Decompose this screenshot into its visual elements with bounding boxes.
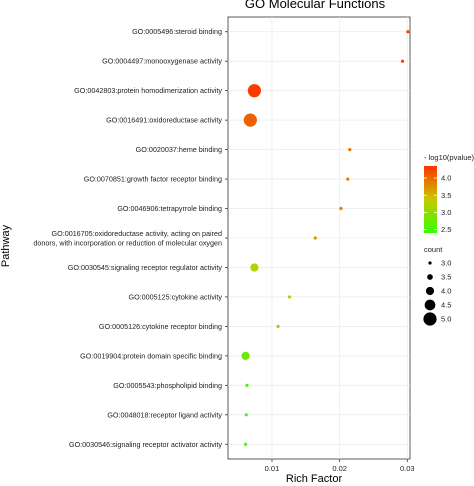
data-point <box>287 295 292 299</box>
color-legend-ticks: 4.0 3.5 3.0 2.5 <box>424 174 451 234</box>
data-point <box>400 59 405 63</box>
pathway-label: GO:0005543:phospholipid binding <box>113 381 222 390</box>
size-legend-dot <box>425 286 435 296</box>
color-tick-label: 4.0 <box>441 174 451 183</box>
size-legend-label: 3.5 <box>441 273 451 282</box>
data-points <box>241 30 410 446</box>
pathway-label: GO:0004497:monooxygenase activity <box>102 57 222 66</box>
horizontal-gridlines <box>228 31 410 445</box>
size-legend-dot <box>427 274 433 280</box>
pathway-label: GO:0005496:steroid binding <box>132 27 222 36</box>
color-tick-label: 3.5 <box>441 191 451 200</box>
size-legend-dot <box>423 312 437 326</box>
chart-title: GO Molecular Functions <box>245 0 386 11</box>
pathway-label: GO:0005125:cytokine activity <box>129 292 223 301</box>
pathway-label: GO:0020037:heme binding <box>136 145 222 154</box>
color-tick-label: 3.0 <box>441 208 451 217</box>
size-legend-dot <box>428 261 432 265</box>
color-legend-title: - log10(pvalue) <box>424 153 474 162</box>
pathway-label: GO:0005126:cytokine receptor binding <box>99 322 222 331</box>
color-legend: - log10(pvalue) 4.0 3.5 3.0 2.5 <box>424 153 474 234</box>
data-point <box>247 84 261 98</box>
x-axis-title: Rich Factor <box>286 473 343 485</box>
data-point <box>276 324 280 328</box>
pathway-label: GO:0030546:signaling receptor activator … <box>69 440 222 449</box>
pathway-label: GO:0042803:protein homodimerization acti… <box>74 86 222 95</box>
size-legend: count 3.0 3.5 4.0 4.5 5.0 <box>423 245 451 326</box>
data-point <box>245 383 249 387</box>
data-point <box>250 263 259 272</box>
pathway-label: GO:0070851:growth factor receptor bindin… <box>84 175 222 184</box>
size-legend-title: count <box>424 245 443 254</box>
x-tick-label: 0.03 <box>400 464 415 473</box>
color-bar <box>424 166 437 233</box>
data-point <box>244 413 248 417</box>
size-legend-items: 3.0 3.5 4.0 4.5 5.0 <box>423 259 451 326</box>
pathway-label: GO:0048018:receptor ligand activity <box>107 410 222 419</box>
x-tick-label: 0.01 <box>265 464 280 473</box>
data-point <box>406 30 410 34</box>
y-axis-title: Pathway <box>0 224 12 267</box>
data-point <box>241 351 250 360</box>
data-point <box>313 236 317 240</box>
pathway-label: GO:0016491:oxidoreductase activity <box>106 116 222 125</box>
size-legend-label: 3.0 <box>441 259 451 268</box>
pathway-label: GO:0046906:tetrapyrrole binding <box>117 204 222 213</box>
pathway-labels: GO:0005496:steroid binding GO:0004497:mon… <box>33 27 228 449</box>
data-point <box>339 206 343 211</box>
x-tick-label: 0.02 <box>332 464 347 473</box>
pathway-label: GO:0016705:oxidoreductase activity, acti… <box>52 229 222 238</box>
pathway-label: donors, with incorporation or reduction … <box>33 238 222 247</box>
data-point <box>243 113 257 127</box>
pathway-label: GO:0030545:signaling receptor regulator … <box>68 263 223 272</box>
data-point <box>348 148 352 152</box>
pathway-label: GO:0019904:protein domain specific bindi… <box>80 351 222 360</box>
size-legend-label: 4.0 <box>441 287 451 296</box>
x-axis-ticks: 0.01 0.02 0.03 <box>265 459 415 473</box>
size-legend-label: 5.0 <box>441 315 451 324</box>
size-legend-label: 4.5 <box>441 301 451 310</box>
data-point <box>243 442 248 446</box>
color-tick-label: 2.5 <box>441 225 451 234</box>
size-legend-dot <box>424 299 436 311</box>
data-point <box>346 177 350 181</box>
